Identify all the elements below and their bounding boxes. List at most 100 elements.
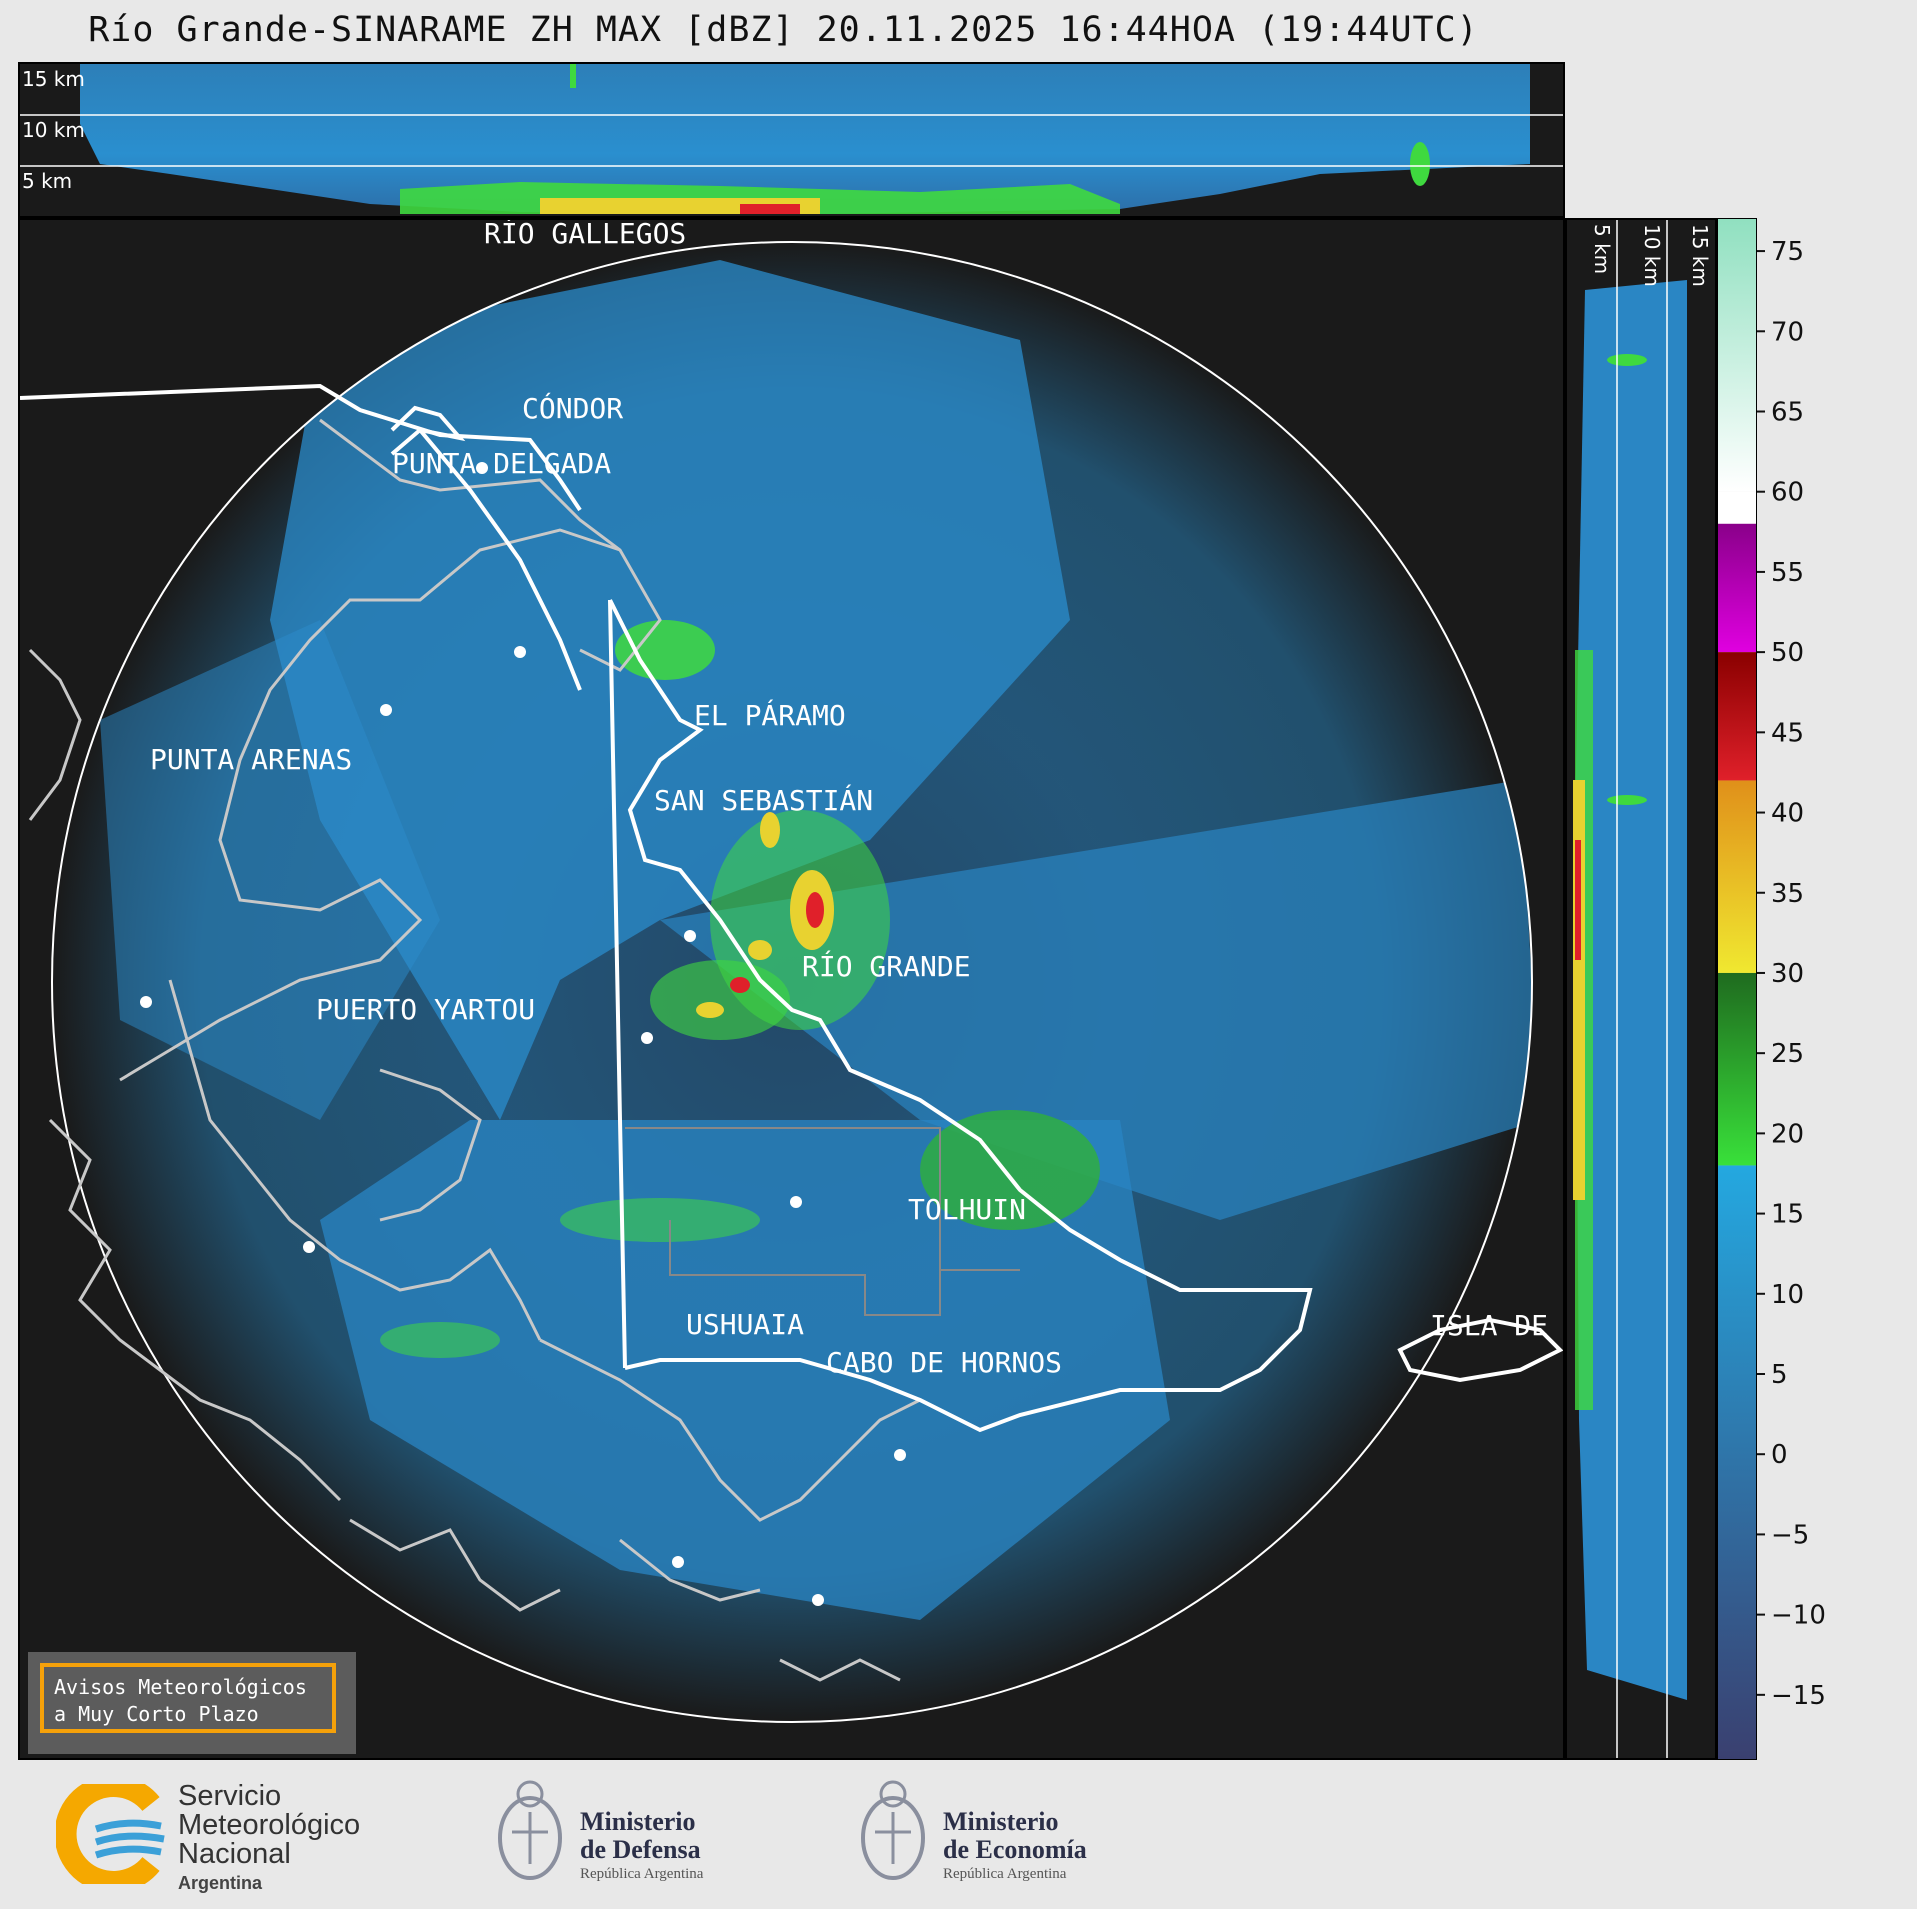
- smn-line-3: Nacional: [178, 1838, 291, 1870]
- borders: [20, 383, 1563, 1433]
- colorbar-tick-label: 10: [1771, 1280, 1804, 1310]
- economia-logo-text: Ministerio de Economía República Argenti…: [943, 1808, 1087, 1884]
- economia-sub: República Argentina: [943, 1866, 1067, 1882]
- colorbar-tick-label: 15: [1771, 1200, 1804, 1230]
- side-echo-area: [1575, 280, 1687, 1700]
- top-echo-spot: [1410, 142, 1430, 186]
- echo-region-north: [270, 260, 1070, 1120]
- defensa-line-1: Ministerio: [580, 1807, 696, 1836]
- place-dot: [514, 646, 526, 658]
- coastlines: [28, 418, 921, 1682]
- colorbar-scale: [1718, 219, 1756, 1759]
- notice-line-1: Avisos Meteorológicos: [54, 1675, 307, 1699]
- place-label-tolhuin: TOLHUIN: [908, 1193, 1026, 1226]
- colorbar-segment: [1718, 219, 1756, 492]
- place-dot: [476, 462, 488, 474]
- place-label-isla-de-los-estados: ISLA DE LOS ESTADOS: [1430, 1309, 1563, 1342]
- colorbar-segment: [1718, 491, 1756, 524]
- place-dot: [812, 1594, 824, 1606]
- side-cross-section-panel: 5 km 10 km 15 km: [1565, 218, 1717, 1760]
- colorbar-segment: [1718, 1165, 1756, 1759]
- echo-region-west: [100, 620, 440, 1120]
- place-label-san-sebastian: SAN SEBASTIÁN: [654, 783, 873, 817]
- place-dot: [380, 704, 392, 716]
- chart-title: Río Grande-SINARAME ZH MAX [dBZ] 20.11.2…: [88, 10, 1479, 50]
- place-label-rio-grande: RÍO GRANDE: [802, 949, 971, 983]
- place-dot: [894, 1449, 906, 1461]
- smn-line-1: Servicio: [178, 1780, 282, 1812]
- colorbar-tick-label: −10: [1771, 1601, 1826, 1631]
- place-label-condor: CÓNDOR: [522, 391, 623, 425]
- colorbar-tick-label: 70: [1771, 317, 1804, 347]
- side-label-15km: 15 km: [1688, 224, 1712, 287]
- radar-map-panel: RÍO GALLEGOS CÓNDOR PUNTA DELGADA EL PÁR…: [18, 218, 1565, 1760]
- place-label-punta-delgada: PUNTA DELGADA: [392, 447, 611, 480]
- echo-core-red: [730, 977, 750, 993]
- place-dot: [140, 996, 152, 1008]
- colorbar-tick-label: −5: [1771, 1520, 1809, 1550]
- colorbar: [1717, 218, 1757, 1760]
- colorbar-tick-label: 30: [1771, 959, 1804, 989]
- place-label-el-paramo: EL PÁRAMO: [694, 698, 846, 732]
- smn-country: Argentina: [178, 1873, 263, 1893]
- colorbar-segment: [1718, 652, 1756, 781]
- notice-box: Avisos Meteorológicos a Muy Corto Plazo: [28, 1652, 356, 1754]
- side-cross-section-plot: 5 km 10 km 15 km: [1573, 220, 1712, 1758]
- isla-de-los-estados: [1397, 1317, 1563, 1383]
- top-cross-section-plot: 15 km 10 km 5 km: [20, 64, 1563, 214]
- echo-green-cell: [615, 620, 715, 680]
- top-label-5km: 5 km: [22, 169, 72, 193]
- colorbar-tick-label: 40: [1771, 799, 1804, 829]
- smn-logo-text: Servicio Meteorológico Nacional Argentin…: [178, 1782, 360, 1898]
- colorbar-segment: [1718, 523, 1756, 653]
- place-label-cabo-de-hornos: CABO DE HORNOS: [826, 1346, 1062, 1379]
- colorbar-tick-label: 60: [1771, 478, 1804, 508]
- colorbar-labels: 75 70 65 60 55 50 45 40 35 30 25 20 15 10 5 0 −5 −10 −15: [1757, 218, 1877, 1760]
- side-echo-spot: [1607, 354, 1647, 366]
- colorbar-tick-label: 0: [1771, 1440, 1788, 1470]
- echo-region-south: [320, 1120, 1170, 1620]
- place-dot: [790, 1196, 802, 1208]
- echo-core: [748, 940, 772, 960]
- defensa-sub: República Argentina: [580, 1866, 704, 1882]
- colorbar-tick-label: 35: [1771, 879, 1804, 909]
- tierra-del-fuego-east-coast: [608, 599, 1313, 1433]
- place-label-punta-arenas: PUNTA ARENAS: [150, 743, 352, 776]
- place-dot: [672, 1556, 684, 1568]
- admin-lines: [625, 1127, 1020, 1316]
- colorbar-tick-label: 5: [1771, 1360, 1788, 1390]
- notice-frame: Avisos Meteorológicos a Muy Corto Plazo: [40, 1663, 336, 1733]
- place-dot: [684, 930, 696, 942]
- tierra-del-fuego-border: [608, 599, 627, 1369]
- place-dot: [303, 1241, 315, 1253]
- colorbar-tick-label: 55: [1771, 558, 1804, 588]
- echo-green-cell: [380, 1322, 500, 1358]
- echo-green-cell: [650, 960, 790, 1040]
- colorbar-tick-label: 75: [1771, 237, 1804, 267]
- echo-core: [760, 812, 780, 848]
- top-echo-area: [80, 64, 1530, 214]
- top-cross-section-panel: 15 km 10 km 5 km: [18, 62, 1565, 218]
- smn-line-2: Meteorológico: [178, 1809, 361, 1841]
- place-label-rio-gallegos: RÍO GALLEGOS: [484, 220, 686, 250]
- defensa-line-2: de Defensa: [580, 1835, 701, 1864]
- side-echo-spot: [1607, 795, 1647, 805]
- colorbar-tick-label: 45: [1771, 718, 1804, 748]
- radar-map: RÍO GALLEGOS CÓNDOR PUNTA DELGADA EL PÁR…: [20, 220, 1563, 1723]
- side-label-10km: 10 km: [1640, 224, 1664, 287]
- defensa-logo-text: Ministerio de Defensa República Argentin…: [580, 1808, 703, 1884]
- top-label-15km: 15 km: [22, 67, 85, 91]
- colorbar-segment: [1718, 780, 1756, 973]
- top-label-10km: 10 km: [22, 118, 85, 142]
- coast-rio-gallegos: [390, 405, 466, 456]
- reflectivity-field: [52, 242, 1532, 1722]
- colorbar-tick-label: 20: [1771, 1119, 1804, 1149]
- colorbar-tick-label: −15: [1771, 1681, 1826, 1711]
- notice-line-2: a Muy Corto Plazo: [54, 1702, 259, 1726]
- place-label-ushuaia: USHUAIA: [686, 1308, 804, 1341]
- echo-core-red: [806, 892, 824, 928]
- colorbar-tick-label: 65: [1771, 398, 1804, 428]
- echo-green-cell: [920, 1110, 1100, 1230]
- echo-core: [696, 1002, 724, 1018]
- top-echo-core-red: [740, 204, 800, 214]
